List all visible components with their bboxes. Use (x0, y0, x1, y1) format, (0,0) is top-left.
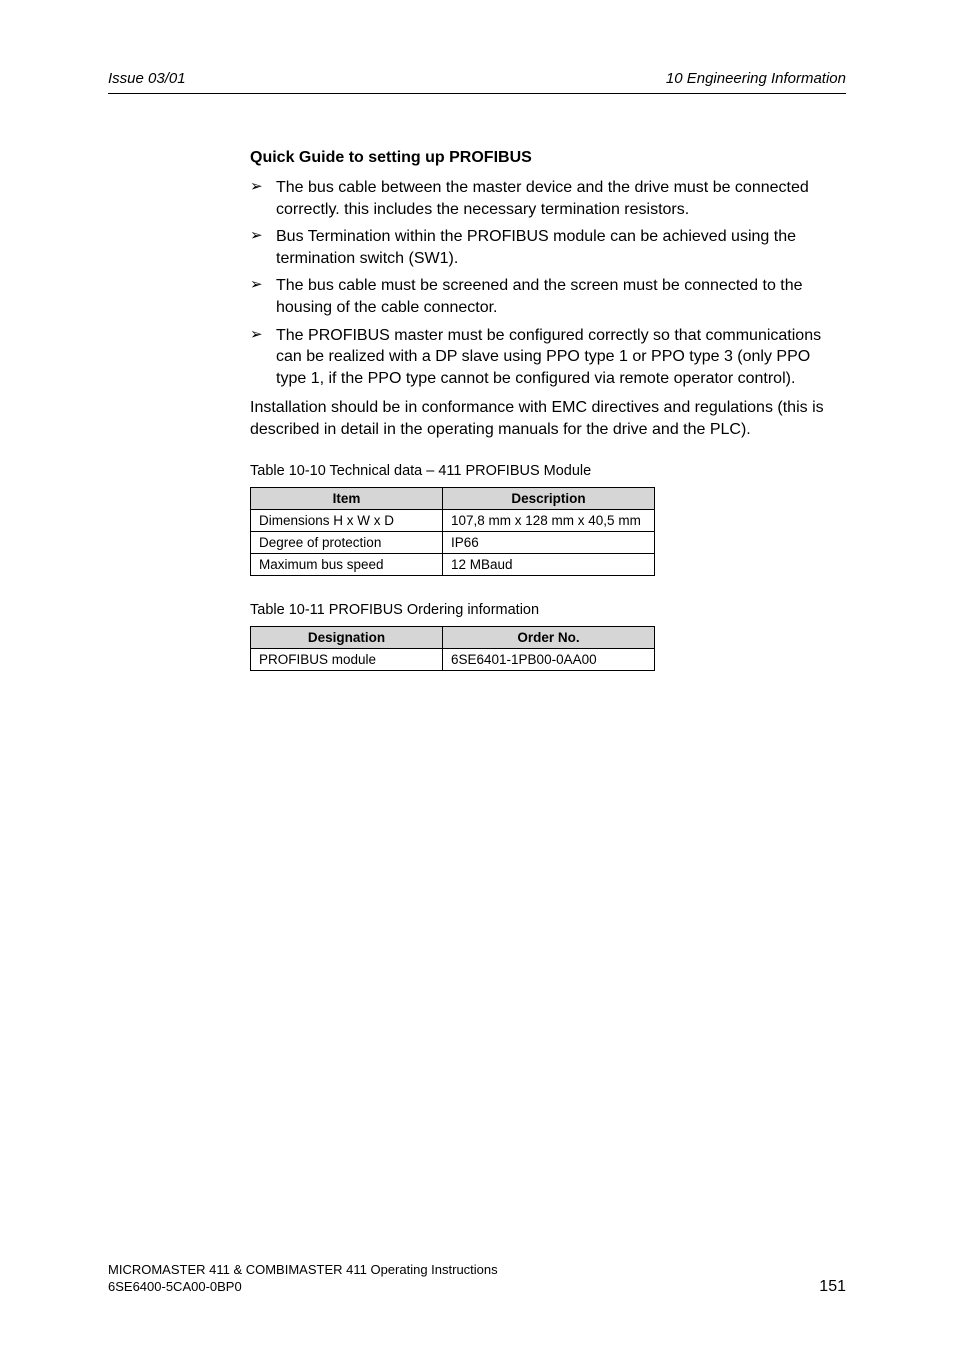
bullet-text: The PROFIBUS master must be configured c… (276, 327, 821, 387)
ordering-info-table: Designation Order No. PROFIBUS module 6S… (250, 626, 655, 671)
table-row: Dimensions H x W x D 107,8 mm x 128 mm x… (251, 509, 655, 531)
table-cell: Maximum bus speed (251, 553, 443, 575)
table-cell: 107,8 mm x 128 mm x 40,5 mm (443, 509, 655, 531)
bullet-item: ➢ The PROFIBUS master must be configured … (250, 325, 836, 390)
table-header-cell: Description (443, 487, 655, 509)
table2-caption: Table 10-11 PROFIBUS Ordering informatio… (250, 602, 836, 618)
table-row: Degree of protection IP66 (251, 531, 655, 553)
table-cell: 12 MBaud (443, 553, 655, 575)
paragraph: Installation should be in conformance wi… (250, 397, 836, 440)
section-title: Quick Guide to setting up PROFIBUS (250, 149, 836, 167)
bullet-list: ➢ The bus cable between the master device… (250, 177, 836, 389)
footer-line1: MICROMASTER 411 & COMBIMASTER 411 Operat… (108, 1262, 498, 1277)
table-cell: Degree of protection (251, 531, 443, 553)
footer-left: MICROMASTER 411 & COMBIMASTER 411 Operat… (108, 1262, 498, 1296)
main-content: Quick Guide to setting up PROFIBUS ➢ The … (250, 149, 836, 671)
header-right: 10 Engineering Information (666, 70, 846, 87)
table1-caption: Table 10-10 Technical data – 411 PROFIBU… (250, 463, 836, 479)
bullet-marker: ➢ (250, 325, 263, 345)
table-header-cell: Item (251, 487, 443, 509)
header-left: Issue 03/01 (108, 70, 186, 87)
bullet-item: ➢ The bus cable must be screened and the … (250, 275, 836, 318)
bullet-item: ➢ Bus Termination within the PROFIBUS mod… (250, 226, 836, 269)
header-rule (108, 93, 846, 94)
table-row: PROFIBUS module 6SE6401-1PB00-0AA00 (251, 648, 655, 670)
table-header-row: Item Description (251, 487, 655, 509)
table-cell: 6SE6401-1PB00-0AA00 (443, 648, 655, 670)
table-cell: PROFIBUS module (251, 648, 443, 670)
bullet-text: The bus cable must be screened and the s… (276, 277, 803, 316)
footer-page-number: 151 (819, 1278, 846, 1296)
bullet-marker: ➢ (250, 275, 263, 295)
table-cell: IP66 (443, 531, 655, 553)
bullet-text: Bus Termination within the PROFIBUS modu… (276, 228, 796, 267)
bullet-item: ➢ The bus cable between the master device… (250, 177, 836, 220)
table-row: Maximum bus speed 12 MBaud (251, 553, 655, 575)
page-footer: MICROMASTER 411 & COMBIMASTER 411 Operat… (108, 1262, 846, 1296)
bullet-marker: ➢ (250, 226, 263, 246)
footer-line2: 6SE6400-5CA00-0BP0 (108, 1279, 242, 1294)
bullet-text: The bus cable between the master device … (276, 179, 809, 218)
bullet-marker: ➢ (250, 177, 263, 197)
technical-data-table: Item Description Dimensions H x W x D 10… (250, 487, 655, 576)
table-header-row: Designation Order No. (251, 626, 655, 648)
table-header-cell: Designation (251, 626, 443, 648)
table-cell: Dimensions H x W x D (251, 509, 443, 531)
table-header-cell: Order No. (443, 626, 655, 648)
